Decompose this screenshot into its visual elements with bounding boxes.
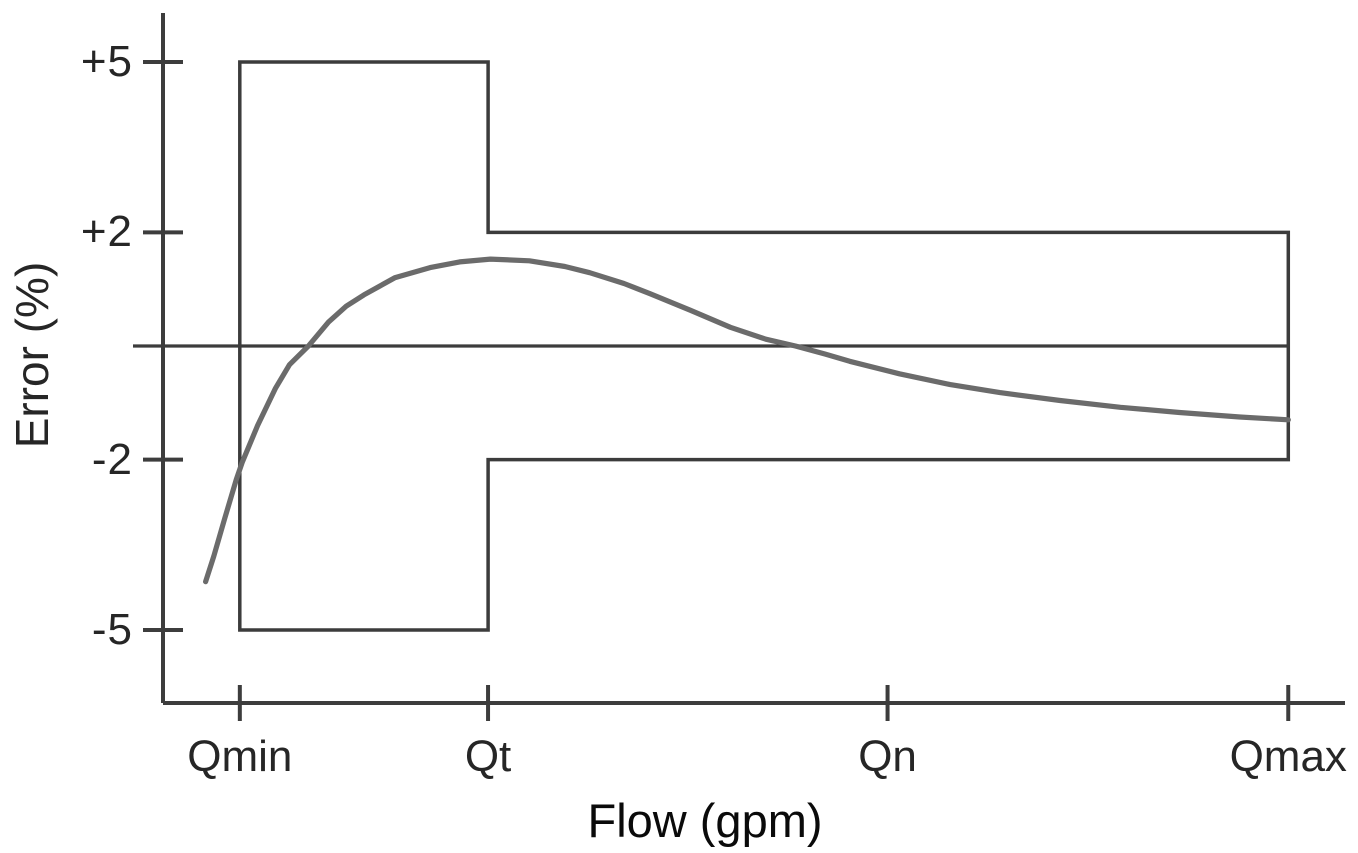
x-tick-label: Qmin <box>187 732 293 781</box>
x-tick-label: Qmax <box>1229 732 1347 781</box>
x-tick-label: Qn <box>858 732 917 781</box>
y-tick-label: -2 <box>91 434 133 484</box>
x-axis-title: Flow (gpm) <box>587 794 823 847</box>
error-envelope-outline <box>238 60 1291 632</box>
y-tick-marks <box>143 60 183 632</box>
x-tick-marks <box>237 685 1291 721</box>
y-tick-label: +2 <box>80 207 133 257</box>
y-tick-label: +5 <box>80 37 133 86</box>
x-tick-label: Qt <box>464 732 512 781</box>
y-tick-label: -5 <box>91 605 133 654</box>
error-curve <box>203 256 1291 585</box>
